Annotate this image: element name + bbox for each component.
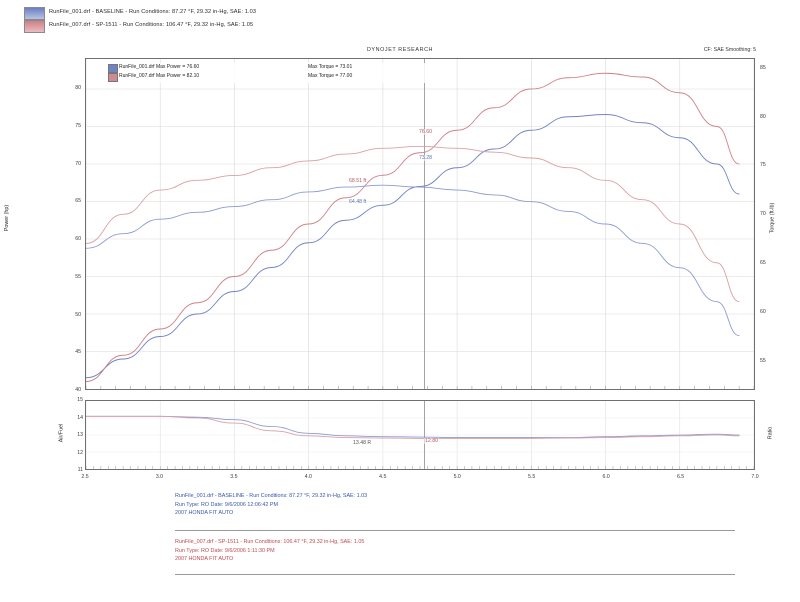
x-tick-rpm: 6.0 (602, 474, 610, 480)
y-tick-power: 80 (75, 85, 81, 92)
y-tick-power: 75 (75, 122, 81, 129)
y-tick-afr: 13 (77, 432, 83, 438)
x-tick-rpm: 3.0 (155, 474, 164, 480)
y-tick-power: 65 (75, 198, 81, 205)
y-tick-power: 50 (75, 311, 81, 318)
caption-baseline: RunFile_001.drf - BASELINE - Run Conditi… (175, 492, 735, 518)
y-tick-afr: 15 (77, 397, 83, 403)
annotation-value: 68.51 ft (348, 178, 368, 184)
inner-legend-row: RunFile_007.drf Max Power = 82.10 Max To… (108, 72, 438, 82)
y-tick-torque: 80 (760, 113, 766, 120)
y-tick-afr: 12 (77, 449, 83, 456)
inner-legend-row: RunFile_001.drf Max Power = 76.60 Max To… (108, 63, 438, 73)
top-legend-text: RunFile_007.drf - SP-1511 - Run Conditio… (49, 22, 254, 28)
y-tick-torque: 70 (760, 211, 766, 218)
y-tick-torque: 55 (760, 357, 766, 364)
caption-line: Run Type: RO Date: 9/6/2006 1:11:30 PM (175, 547, 275, 554)
afr-plot-area (85, 400, 755, 470)
inner-legend-torque: Max Torque = 73.01 (308, 64, 353, 70)
x-tick-rpm: 2.5 (81, 474, 89, 480)
y-tick-power: 60 (75, 236, 81, 243)
main-plot-area: RunFile_001.drf Max Power = 76.60 Max To… (85, 58, 755, 390)
legend-swatch-red-icon (24, 20, 45, 33)
y-tick-torque: 65 (760, 260, 766, 267)
chart-corner-info: CF: SAE Smoothing: 5 (703, 47, 756, 53)
y-tick-afr: 11 (77, 467, 83, 473)
inner-legend-torque: Max Torque = 77.00 (308, 73, 353, 79)
caption-line: 2007 HONDA FIT AUTO (175, 510, 234, 517)
caption-divider (175, 530, 735, 531)
y-tick-torque: 75 (760, 162, 766, 169)
caption-sp1511: RunFile_007.drf - SP-1511 - Run Conditio… (175, 538, 735, 564)
caption-line: RunFile_007.drf - SP-1511 - Run Conditio… (175, 539, 365, 545)
caption-line: 2007 HONDA FIT AUTO (175, 556, 234, 563)
y-axis-label-power: Power (hp) (4, 204, 11, 232)
inner-legend-swatch-red-icon (108, 73, 118, 82)
x-tick-rpm: 4.0 (304, 474, 312, 480)
y-tick-torque: 60 (760, 308, 766, 315)
power-torque-curves (86, 59, 754, 389)
inner-legend-power: RunFile_007.drf Max Power = 82.10 (119, 73, 200, 79)
annotation-value: 64.48 ft (348, 199, 368, 205)
inner-legend: RunFile_001.drf Max Power = 76.60 Max To… (108, 63, 438, 83)
annotation-value: 13.48 R (352, 440, 373, 446)
chart-title: DYNOJET RESEARCH (366, 47, 434, 53)
y-tick-torque: 85 (760, 64, 766, 71)
x-tick-rpm: 7.0 (751, 474, 759, 480)
y-tick-afr: 14 (77, 414, 83, 421)
x-tick-rpm: 5.0 (453, 474, 461, 480)
annotation-value: 12.80 (424, 438, 439, 444)
top-legend-row: RunFile_007.drf - SP-1511 - Run Conditio… (24, 19, 784, 33)
top-legend: RunFile_001.drf - BASELINE - Run Conditi… (24, 6, 784, 34)
afr-curves (86, 401, 754, 469)
top-legend-row: RunFile_001.drf - BASELINE - Run Conditi… (24, 6, 784, 20)
y-tick-power: 70 (75, 160, 81, 167)
caption-divider (175, 574, 735, 575)
caption-line: Run Type: RO Date: 9/6/2006 12:06:42 PM (175, 501, 278, 508)
y-axis-label-torque: Torque (ft-lb) (769, 202, 776, 234)
top-legend-text: RunFile_001.drf - BASELINE - Run Conditi… (49, 9, 257, 15)
annotation-value: 76.60 (418, 129, 433, 135)
y-axis-label-afr-right: Ratio (767, 426, 774, 440)
y-tick-power: 40 (75, 387, 81, 393)
inner-legend-power: RunFile_001.drf Max Power = 76.60 (119, 64, 200, 70)
caption-line: RunFile_001.drf - BASELINE - Run Conditi… (175, 493, 368, 499)
x-tick-rpm: 6.5 (676, 474, 685, 480)
annotation-value: 73.28 (418, 155, 433, 161)
x-tick-rpm: 3.5 (230, 474, 238, 480)
y-tick-power: 55 (75, 273, 81, 280)
inner-legend-swatch-blue-icon (108, 64, 118, 73)
legend-swatch-blue-icon (24, 7, 45, 20)
y-tick-power: 45 (75, 349, 81, 356)
x-tick-rpm: 5.5 (528, 474, 536, 480)
x-tick-rpm: 4.5 (379, 474, 387, 480)
